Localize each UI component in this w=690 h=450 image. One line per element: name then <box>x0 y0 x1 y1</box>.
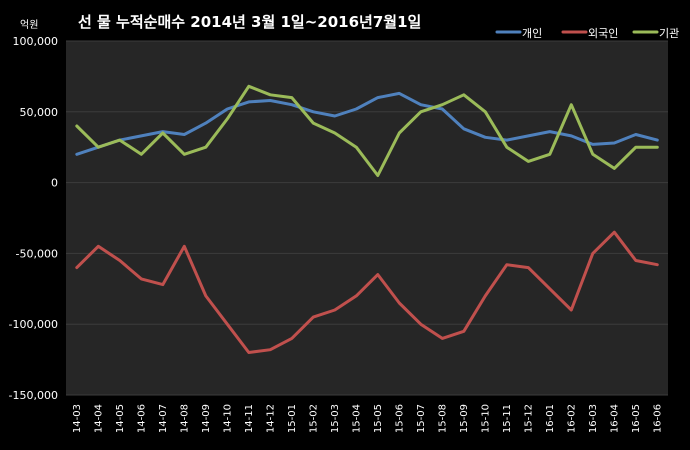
plot-area <box>66 41 668 395</box>
series-line-개인 <box>75 91 659 156</box>
x-tick-label: 15-02 <box>308 404 319 433</box>
legend-label-개인: 개인 <box>522 27 542 40</box>
x-tick-label: 15-03 <box>330 404 341 433</box>
x-tick-label: 16-01 <box>545 404 556 433</box>
legend-label-기관: 기관 <box>659 27 679 40</box>
x-tick-label: 14-10 <box>222 404 233 433</box>
x-tick-label: 14-04 <box>93 404 104 433</box>
x-tick-label: 14-05 <box>115 404 126 433</box>
x-tick-label: 15-11 <box>502 404 513 433</box>
y-tick-label: -150,000 <box>9 389 58 402</box>
x-tick-label: 14-06 <box>136 404 147 433</box>
x-tick-label: 15-05 <box>373 404 384 433</box>
legend: 개인 외국인 기관 <box>495 27 679 40</box>
x-tick-label: 15-04 <box>351 404 362 433</box>
x-tick-label: 14-12 <box>265 404 276 433</box>
x-tick-label: 14-07 <box>158 404 169 433</box>
x-tick-label: 16-02 <box>566 404 577 433</box>
x-tick-label: 15-10 <box>480 404 491 433</box>
y-tick-label: -50,000 <box>16 247 58 260</box>
x-tick-label: 14-09 <box>201 404 212 433</box>
x-tick-label: 16-04 <box>609 404 620 433</box>
x-tick-label: 15-07 <box>416 404 427 433</box>
unit-label: 억원 <box>20 19 38 31</box>
y-tick-label: 100,000 <box>13 35 59 48</box>
legend-label-외국인: 외국인 <box>588 27 618 40</box>
series-lines <box>75 84 659 354</box>
x-tick-label: 14-08 <box>179 404 190 433</box>
x-tick-label: 15-09 <box>459 404 470 433</box>
x-tick-label: 14-03 <box>72 404 83 433</box>
series-line-외국인 <box>75 230 659 354</box>
y-tick-labels: 100,000 50,000 0 -50,000 -100,000 -150,000 <box>9 35 58 402</box>
x-tick-label: 15-06 <box>394 404 405 433</box>
chart-title: 선 물 누적순매수 2014년 3월 1일~2016년7월1일 <box>78 13 421 31</box>
x-tick-label: 16-05 <box>631 404 642 433</box>
x-tick-label: 14-11 <box>244 404 255 433</box>
x-tick-label: 15-12 <box>523 404 534 433</box>
grid-lines <box>66 40 668 396</box>
series-line-기관 <box>75 84 659 177</box>
y-tick-label: 0 <box>51 177 58 190</box>
x-tick-label: 16-06 <box>652 404 663 433</box>
x-tick-label: 16-03 <box>588 404 599 433</box>
x-tick-labels: 14-03 14-04 14-05 14-06 14-07 14-08 14-09 14-10… <box>72 404 664 433</box>
y-tick-label: -100,000 <box>9 318 58 331</box>
x-tick-label: 15-08 <box>437 404 448 433</box>
x-tick-label: 15-01 <box>287 404 298 433</box>
y-tick-label: 50,000 <box>20 106 59 119</box>
